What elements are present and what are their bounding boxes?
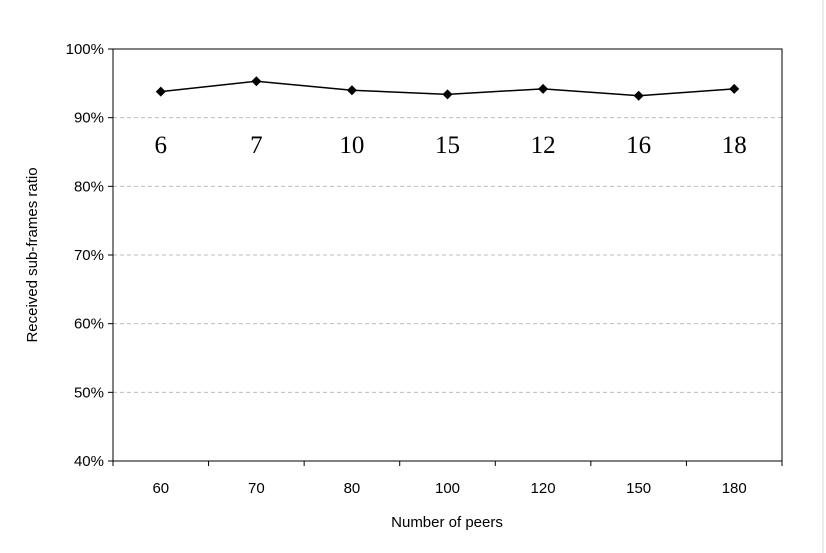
point-annotations: 6 7 10 15 12 16 18 bbox=[155, 132, 747, 159]
y-tick-label: 100% bbox=[66, 41, 104, 58]
point-annotation: 15 bbox=[435, 132, 460, 159]
y-tick-label: 60% bbox=[74, 316, 104, 333]
y-axis-title: Received sub-frames ratio bbox=[24, 167, 41, 342]
point-annotation: 12 bbox=[531, 132, 556, 159]
data-point-marker bbox=[442, 89, 453, 100]
point-annotation: 6 bbox=[155, 132, 168, 159]
data-point-marker bbox=[155, 86, 166, 97]
data-point-marker bbox=[538, 83, 549, 94]
x-axis-ticks: 60 70 80 100 120 150 180 bbox=[112, 461, 783, 497]
data-point-marker bbox=[251, 76, 262, 87]
y-tick-label: 40% bbox=[74, 453, 104, 470]
y-axis-ticks: 40% 50% 60% 70% 80% 90% 100% bbox=[66, 41, 113, 470]
point-annotation: 10 bbox=[339, 132, 364, 159]
point-annotation: 7 bbox=[250, 132, 263, 159]
series-group bbox=[155, 76, 740, 101]
y-tick-label: 90% bbox=[74, 110, 104, 127]
y-tick-label: 80% bbox=[74, 178, 104, 195]
x-axis-title: Number of peers bbox=[391, 514, 503, 531]
point-annotation: 16 bbox=[626, 132, 651, 159]
x-tick-label: 80 bbox=[344, 480, 361, 497]
x-tick-label: 70 bbox=[248, 480, 265, 497]
data-point-marker bbox=[729, 83, 740, 94]
x-tick-label: 150 bbox=[626, 480, 651, 497]
data-point-marker bbox=[633, 90, 644, 101]
point-annotation: 18 bbox=[722, 132, 747, 159]
x-tick-label: 60 bbox=[152, 480, 169, 497]
y-tick-label: 70% bbox=[74, 247, 104, 264]
x-tick-label: 120 bbox=[531, 480, 556, 497]
y-tick-label: 50% bbox=[74, 384, 104, 401]
x-tick-label: 100 bbox=[435, 480, 460, 497]
x-tick-label: 180 bbox=[722, 480, 747, 497]
data-point-marker bbox=[346, 85, 357, 96]
